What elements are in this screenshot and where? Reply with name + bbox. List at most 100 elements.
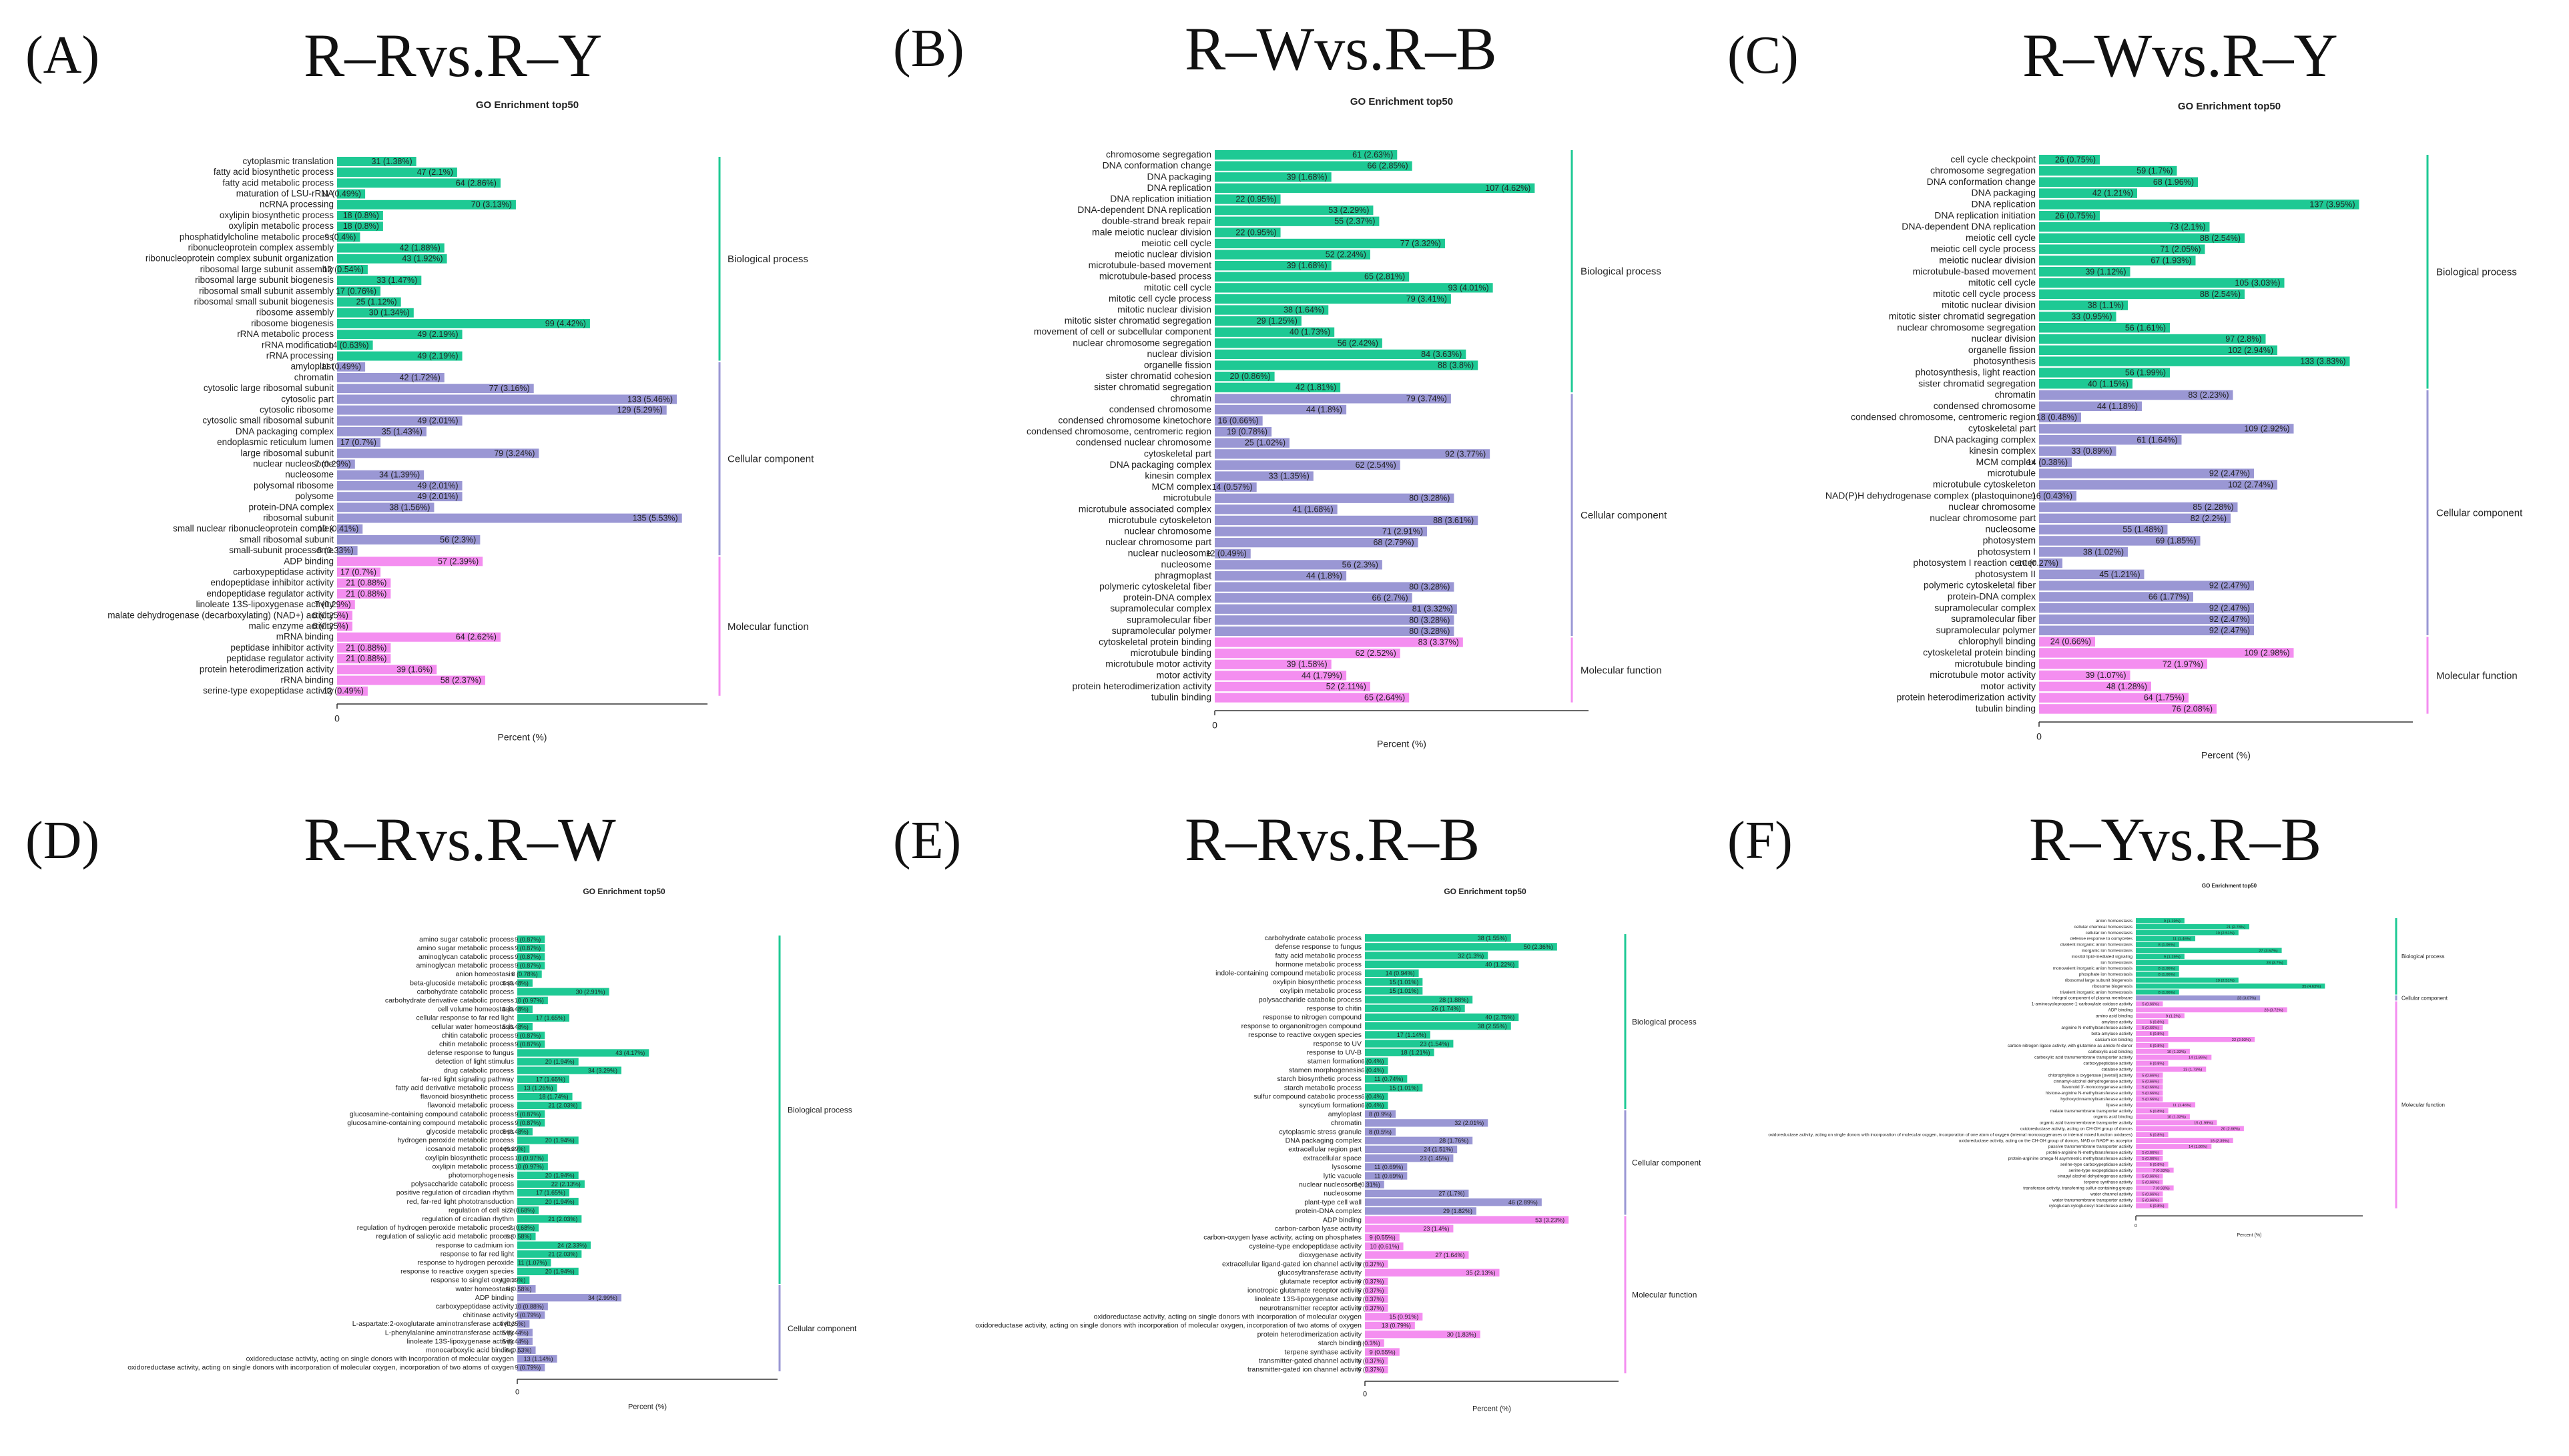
bar-bp xyxy=(517,1075,569,1083)
bar-bp xyxy=(517,1040,545,1048)
bar-label: amino sugar metabolic process xyxy=(417,944,514,952)
bar-value-label: 33 (1.35%) xyxy=(1269,472,1310,481)
bar-value-label: 10 (0.61%) xyxy=(1370,1243,1400,1250)
bar-label: starch metabolic process xyxy=(1284,1084,1362,1092)
bar-value-label: 50 (2.36%) xyxy=(1524,944,1553,950)
bar-value-label: 10 (0.88%) xyxy=(515,1303,544,1310)
bar-bp xyxy=(517,1180,585,1188)
bar-label: transmitter-gated channel activity xyxy=(1259,1357,1362,1365)
bar-value-label: 5 (0.66%) xyxy=(2142,1192,2159,1196)
bar-cc xyxy=(2039,446,2116,456)
bar-value-label: 21 (2.78%) xyxy=(2227,926,2245,930)
bar-value-label: 14 (0.63%) xyxy=(328,340,368,350)
bar-label: photosynthesis, light reaction xyxy=(1915,366,2036,377)
bar-label: regulation of circadian rhythm xyxy=(422,1215,514,1223)
bar-value-label: 8 (0.78%) xyxy=(512,971,538,978)
bar-label: DNA replication xyxy=(1972,198,2036,209)
bar-value-label: 55 (2.37%) xyxy=(1334,217,1375,226)
bar-value-label: 12 (0.49%) xyxy=(323,687,364,696)
bar-value-label: 21 (0.88%) xyxy=(346,589,386,599)
bar-bp xyxy=(1365,987,1423,995)
bar-mf xyxy=(2039,670,2130,681)
bar-mf xyxy=(1365,1268,1500,1277)
bar-value-label: 5 (0.48%) xyxy=(503,1006,529,1013)
category-label-cc: Cellular component xyxy=(1632,1158,1701,1167)
bar-label: calcium ion binding xyxy=(2095,1038,2132,1042)
bar-label: carbon-oxygen lyase activity, acting on … xyxy=(1203,1234,1362,1242)
bar-label: chromatin xyxy=(1331,1119,1362,1127)
bar-bp xyxy=(1215,338,1382,348)
bar-bp xyxy=(2039,177,2198,188)
bar-mf xyxy=(2136,1084,2163,1090)
bar-label: condensed nuclear chromosome xyxy=(1076,437,1211,448)
bar-mf xyxy=(1365,1348,1400,1356)
bar-label: arginine N-methyltransferase activity xyxy=(2061,1026,2132,1030)
bar-label: aminoglycan catabolic process xyxy=(418,953,514,961)
bar-value-label: 6 (0.25%) xyxy=(312,611,348,620)
bar-value-label: 18 (2.39%) xyxy=(2210,1139,2229,1143)
bar-label: polymeric cytoskeletal fiber xyxy=(1099,581,1211,592)
bar-mf xyxy=(2136,1025,2163,1030)
bar-label: protein-DNA complex xyxy=(248,502,334,512)
bar-mf xyxy=(2039,648,2294,658)
bar-bp xyxy=(517,1188,569,1197)
bar-label: chitin catabolic process xyxy=(441,1032,514,1040)
bar-label: response to chitin xyxy=(1307,1004,1362,1012)
category-label-mf: Molecular function xyxy=(2436,670,2518,681)
panel-letter-a: (A) xyxy=(25,26,100,85)
bar-value-label: 18 (0.8%) xyxy=(343,222,379,231)
bar-value-label: 38 (1.02%) xyxy=(2083,547,2124,557)
bar-value-label: 65 (2.81%) xyxy=(1364,272,1405,282)
bar-cc xyxy=(337,362,366,372)
bar-value-label: 32 (2.01%) xyxy=(1454,1120,1484,1126)
bar-mf xyxy=(337,611,352,621)
bar-label: mRNA binding xyxy=(276,632,334,642)
panel-letter-c: (C) xyxy=(1727,26,1799,85)
bar-cc xyxy=(337,481,463,490)
bar-label: photosystem I xyxy=(1978,546,2036,557)
bar-value-label: 5 (0.44%) xyxy=(503,1338,529,1345)
bar-bp xyxy=(1365,1022,1511,1030)
bar-mf xyxy=(337,654,391,664)
bar-value-label: 53 (2.29%) xyxy=(1328,206,1369,215)
bar-cc xyxy=(1215,449,1490,459)
bar-value-label: 10 (0.41%) xyxy=(318,524,358,534)
bar-value-label: 6 (0.53%) xyxy=(505,1347,531,1353)
bar-value-label: 38 (2.55%) xyxy=(1478,1023,1507,1030)
bar-label: response to UV xyxy=(1314,1040,1362,1048)
bar-label: stamen formation xyxy=(1308,1058,1362,1066)
bar-value-label: 14 (1.86%) xyxy=(2189,1056,2207,1060)
bar-label: 1-aminocyclopropane-1-carboxylate oxidas… xyxy=(2032,1002,2133,1007)
bar-value-label: 79 (3.41%) xyxy=(1406,294,1447,304)
bar-label: microtubule associated complex xyxy=(1079,503,1211,514)
bar-value-label: 39 (1.07%) xyxy=(2085,671,2126,680)
bar-value-label: 71 (2.91%) xyxy=(1382,527,1423,536)
bar-label: microtubule motor activity xyxy=(1105,659,1211,669)
bar-value-label: 11 (1.46%) xyxy=(2173,1104,2191,1108)
bar-bp xyxy=(517,1258,551,1266)
bar-label: flavonoid biosynthetic process xyxy=(420,1093,514,1101)
bar-value-label: 135 (5.53%) xyxy=(633,513,678,522)
bar-label: xyloglucan:xyloglucosyl transferase acti… xyxy=(2049,1204,2133,1208)
bar-label: linoleate 13S-lipoxygenase activity xyxy=(196,599,334,609)
bar-bp xyxy=(1365,1004,1465,1012)
bar-value-label: 9 (0.87%) xyxy=(515,954,541,960)
bar-bp xyxy=(2039,233,2245,244)
bar-label: rRNA binding xyxy=(280,675,334,685)
bar-value-label: 133 (5.46%) xyxy=(627,394,673,404)
bar-value-label: 6 (0.4%) xyxy=(1362,1067,1384,1074)
bar-label: ribosomal small subunit assembly xyxy=(199,286,334,296)
bar-mf xyxy=(2136,1126,2244,1132)
bar-label: DNA packaging xyxy=(1147,171,1211,181)
bar-bp xyxy=(517,1032,545,1040)
bar-value-label: 14 (0.57%) xyxy=(1212,482,1253,492)
bar-bp xyxy=(337,211,383,220)
bar-value-label: 13 (1.73%) xyxy=(2183,1068,2202,1072)
bar-value-label: 64 (2.86%) xyxy=(456,178,497,188)
x-axis-label: Percent (%) xyxy=(1472,1405,1511,1413)
bar-bp xyxy=(337,232,360,242)
bar-value-label: 9 (0.87%) xyxy=(515,1032,541,1039)
bar-bp xyxy=(517,1145,530,1153)
chart-title: GO Enrichment top50 xyxy=(476,99,579,111)
bar-value-label: 49 (2.01%) xyxy=(417,492,458,501)
